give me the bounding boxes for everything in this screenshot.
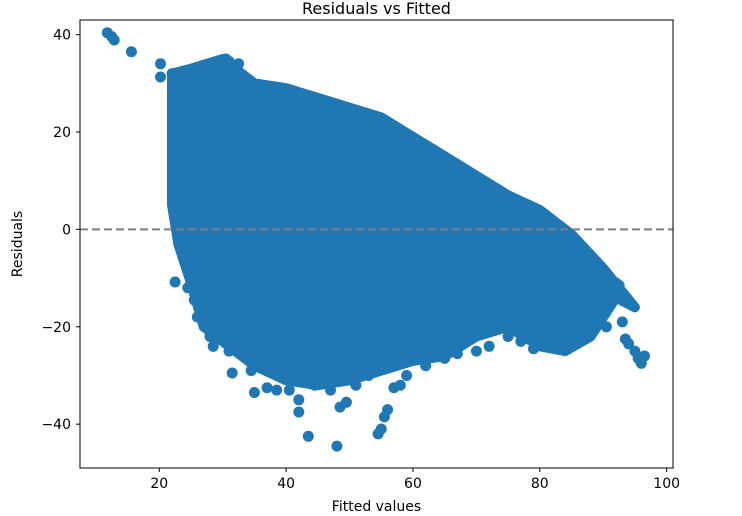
data-point xyxy=(639,350,650,362)
data-point xyxy=(179,87,191,99)
y-axis: 40 20 0 −20 −40 xyxy=(41,28,80,433)
data-point xyxy=(578,287,590,299)
data-point xyxy=(176,75,187,87)
x-tick-label: 80 xyxy=(531,476,549,492)
data-point xyxy=(169,276,181,288)
data-point xyxy=(195,63,206,75)
data-point xyxy=(439,352,451,364)
data-point xyxy=(248,387,260,398)
data-point xyxy=(207,340,219,352)
data-point xyxy=(325,384,336,396)
data-point xyxy=(204,331,216,342)
data-point xyxy=(363,370,375,381)
data-point xyxy=(293,406,305,418)
data-point xyxy=(559,311,571,323)
x-tick-label: 20 xyxy=(150,476,168,492)
axes-frame xyxy=(79,19,674,469)
data-point xyxy=(572,296,584,308)
data-point xyxy=(261,382,273,394)
y-tick-label: 20 xyxy=(53,125,71,141)
data-point xyxy=(204,63,216,75)
data-point xyxy=(451,348,463,360)
data-point xyxy=(223,345,235,357)
y-tick-label: −20 xyxy=(41,320,71,336)
dense-point-cloud xyxy=(167,54,640,391)
data-point xyxy=(318,372,330,384)
data-point xyxy=(302,430,314,442)
x-tick-label: 60 xyxy=(404,476,422,492)
data-point xyxy=(572,267,584,279)
data-point xyxy=(470,345,482,357)
data-point xyxy=(155,58,166,70)
x-tick-label: 100 xyxy=(653,476,680,492)
data-point xyxy=(540,214,552,226)
data-point xyxy=(483,340,495,352)
data-point xyxy=(309,379,321,391)
data-point xyxy=(188,294,200,306)
data-point xyxy=(623,338,635,350)
y-axis-label: Residuals xyxy=(10,211,26,277)
data-point xyxy=(108,34,120,46)
chart-title: Residuals vs Fitted xyxy=(302,0,451,18)
data-point xyxy=(559,248,571,260)
data-point xyxy=(588,296,600,308)
data-point xyxy=(420,360,432,372)
data-point xyxy=(233,58,245,70)
data-point xyxy=(394,379,406,391)
data-point xyxy=(166,68,178,80)
data-point xyxy=(155,71,166,83)
data-point xyxy=(528,343,539,355)
data-point xyxy=(350,379,362,391)
x-tick-label: 40 xyxy=(277,476,295,492)
y-tick-label: −40 xyxy=(41,417,71,433)
data-point xyxy=(553,326,565,338)
x-axis-label: Fitted values xyxy=(332,499,421,515)
data-point xyxy=(125,46,137,58)
y-tick-label: 0 xyxy=(62,222,71,238)
data-point xyxy=(613,279,625,291)
data-point xyxy=(375,423,387,435)
data-point xyxy=(600,321,612,333)
plot-area xyxy=(80,27,673,452)
data-point xyxy=(382,404,394,416)
data-point xyxy=(293,394,305,406)
data-point xyxy=(502,331,514,342)
data-point xyxy=(553,233,565,245)
data-point xyxy=(591,306,603,318)
data-point xyxy=(271,384,283,396)
data-point xyxy=(331,440,343,452)
y-tick-label: 40 xyxy=(53,28,71,44)
data-point xyxy=(515,335,527,347)
data-point xyxy=(283,384,295,396)
data-point xyxy=(245,365,257,377)
data-point xyxy=(401,370,413,381)
data-point xyxy=(182,282,194,294)
data-point xyxy=(226,367,238,379)
data-point xyxy=(191,311,203,323)
data-point xyxy=(340,396,352,408)
x-axis: 20 40 60 80 100 xyxy=(150,468,680,492)
data-point xyxy=(550,316,562,328)
data-point xyxy=(597,299,609,311)
data-point xyxy=(604,292,616,304)
data-point xyxy=(616,316,628,328)
data-point xyxy=(540,335,552,347)
data-point xyxy=(223,55,235,67)
